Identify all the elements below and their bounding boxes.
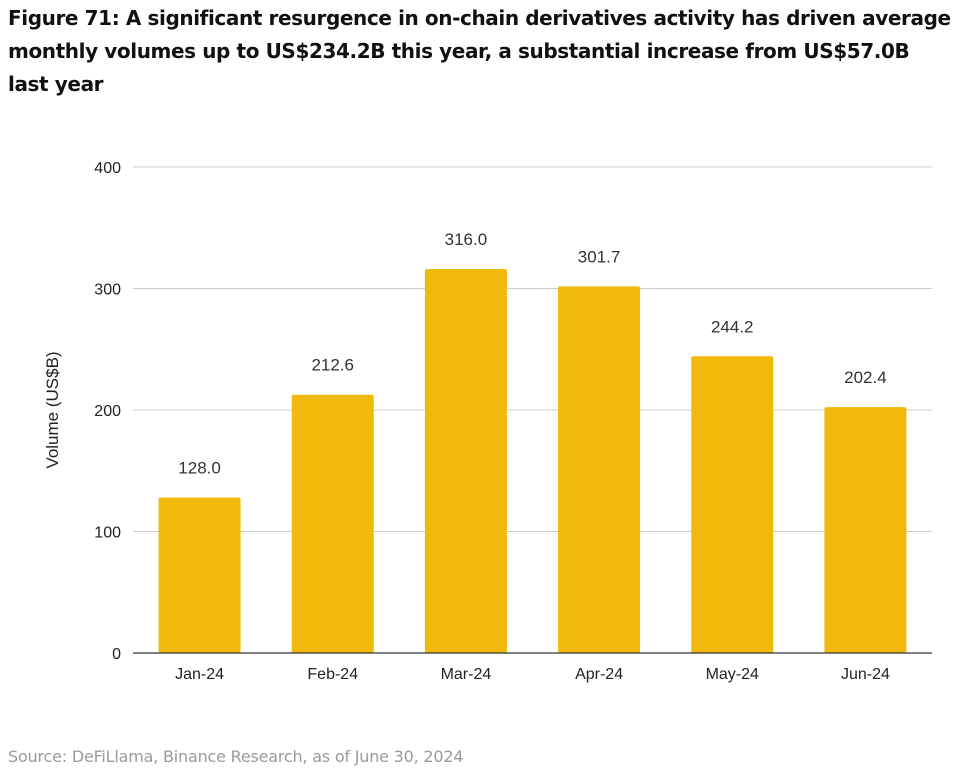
data-label: 212.6 <box>311 356 354 375</box>
x-tick-label: Apr-24 <box>575 666 623 683</box>
x-tick-label: Feb-24 <box>307 666 358 683</box>
x-axis: Jan-24 Feb-24 Mar-24 Apr-24 May-24 Jun-24 <box>133 652 932 683</box>
data-labels: 128.0 212.6 316.0 301.7 244.2 202.4 <box>178 230 886 477</box>
y-tick-label: 300 <box>94 282 121 299</box>
bar-apr-24 <box>558 286 641 653</box>
bar-may-24 <box>691 356 774 653</box>
data-label: 301.7 <box>578 247 621 266</box>
data-label: 316.0 <box>445 230 488 249</box>
data-label: 244.2 <box>711 317 754 336</box>
bar-chart: 128.0 212.6 316.0 301.7 244.2 202.4 Jan-24 Feb… <box>43 160 932 683</box>
data-label: 128.0 <box>178 458 221 477</box>
y-axis: 0 100 200 300 400 <box>94 160 121 663</box>
x-tick-label: Jun-24 <box>841 666 890 683</box>
bars <box>158 269 907 653</box>
figure-title: Figure 71: A significant resurgence in o… <box>8 6 951 96</box>
y-tick-label: 200 <box>94 403 121 420</box>
y-tick-label: 0 <box>112 646 121 663</box>
data-label: 202.4 <box>844 368 887 387</box>
bar-mar-24 <box>424 269 507 653</box>
y-axis-title: Volume (US$B) <box>43 351 62 468</box>
bar-jun-24 <box>824 407 907 653</box>
x-tick-label: May-24 <box>706 666 759 683</box>
x-tick-label: Jan-24 <box>175 666 224 683</box>
gridlines <box>133 166 932 532</box>
x-tick-label: Mar-24 <box>441 666 492 683</box>
y-tick-label: 400 <box>94 160 121 177</box>
bar-feb-24 <box>291 394 374 653</box>
source-note: Source: DeFiLlama, Binance Research, as … <box>8 747 464 766</box>
bar-jan-24 <box>158 497 241 653</box>
y-tick-label: 100 <box>94 525 121 542</box>
